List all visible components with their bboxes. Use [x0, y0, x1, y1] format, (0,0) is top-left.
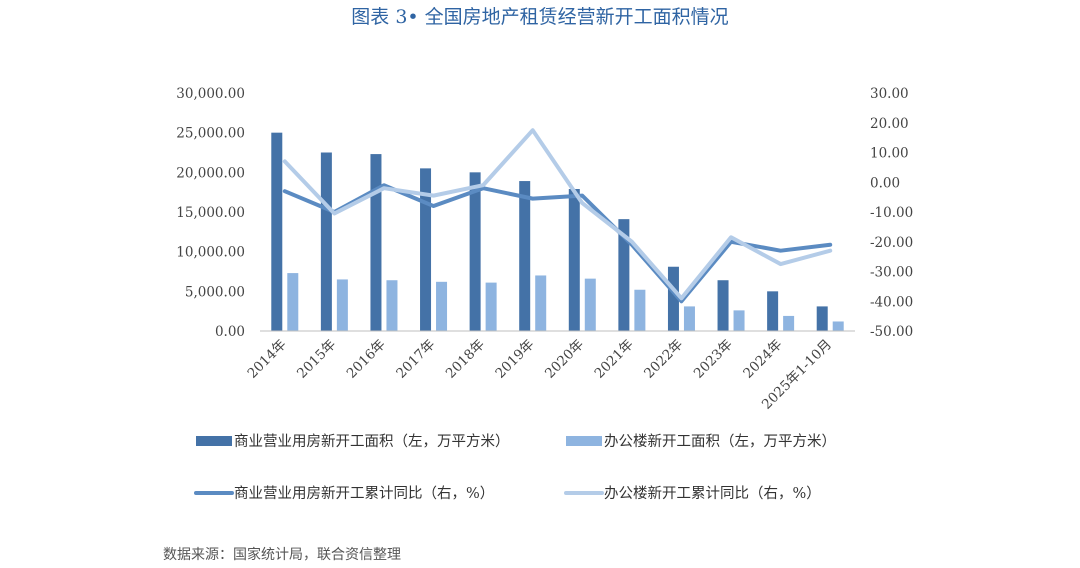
left-tick-label: 5,000.00	[185, 284, 245, 300]
legend-swatch	[566, 436, 602, 446]
bar-office-0	[287, 273, 299, 331]
bar-commercial-11	[816, 306, 828, 331]
left-tick-label: 0.00	[215, 324, 245, 340]
x-tick-label: 2015年	[294, 337, 339, 382]
bar-commercial-0	[271, 132, 283, 331]
x-tick-label: 2020年	[542, 337, 587, 382]
bar-commercial-3	[420, 168, 432, 331]
legend-label: 商业营业用房新开工累计同比（右，%）	[234, 485, 494, 502]
bar-commercial-10	[767, 291, 779, 331]
bar-commercial-7	[618, 219, 630, 331]
left-tick-label: 20,000.00	[176, 165, 245, 181]
bar-commercial-1	[320, 152, 332, 331]
bar-commercial-4	[469, 172, 481, 331]
left-tick-label: 30,000.00	[176, 86, 245, 102]
right-tick-label: 20.00	[870, 116, 909, 132]
legend-label: 商业营业用房新开工面积（左，万平方米）	[234, 433, 510, 450]
source-note: 数据来源：国家统计局，联合资信整理	[163, 547, 401, 563]
right-tick-label: -40.00	[870, 294, 913, 310]
legend: 商业营业用房新开工面积（左，万平方米） 办公楼新开工面积（左，万平方米） 商业营业用…	[194, 433, 836, 502]
right-tick-label: 30.00	[870, 86, 909, 102]
x-axis: 2014年 2015年 2016年 2017年 2018年 2019年 2020年 2021年…	[244, 337, 835, 413]
line-office-yoy	[282, 128, 833, 301]
right-axis: -50.00 -40.00 -30.00 -20.00 -10.00 0.00 10.00 2…	[870, 86, 913, 340]
bar-commercial-2	[370, 154, 382, 331]
right-tick-label: -50.00	[870, 324, 913, 340]
x-tick-label: 2023年	[691, 337, 736, 382]
x-tick-label: 2016年	[344, 337, 389, 382]
bar-office-4	[485, 282, 497, 331]
x-tick-label: 2024年	[740, 337, 785, 382]
right-tick-label: -20.00	[870, 235, 913, 251]
chart-title: 图表 3• 全国房地产租赁经营新开工面积情况	[351, 6, 729, 28]
bar-office-5	[535, 275, 547, 331]
x-tick-label: 2014年	[244, 337, 289, 382]
x-tick-label: 2018年	[443, 337, 488, 382]
bar-office-6	[584, 278, 596, 331]
left-tick-label: 25,000.00	[176, 126, 245, 142]
bar-commercial-9	[717, 280, 729, 331]
left-axis: 0.00 5,000.00 10,000.00 15,000.00 20,000.00 2…	[176, 86, 245, 340]
right-tick-label: -10.00	[870, 205, 913, 221]
legend-label: 办公楼新开工累计同比（右，%）	[604, 485, 821, 502]
bar-office-3	[436, 281, 448, 331]
right-tick-label: -30.00	[870, 265, 913, 281]
x-tick-label: 2017年	[393, 337, 438, 382]
x-tick-label: 2019年	[492, 337, 537, 382]
bar-office-2	[386, 280, 398, 331]
bar-office-1	[336, 279, 348, 331]
legend-label: 办公楼新开工面积（左，万平方米）	[604, 433, 836, 450]
bar-office-9	[733, 310, 745, 331]
left-tick-label: 10,000.00	[176, 245, 245, 261]
lines-layer	[282, 128, 833, 304]
bar-office-7	[634, 289, 646, 331]
bar-commercial-5	[519, 181, 531, 331]
left-tick-label: 15,000.00	[176, 205, 245, 221]
bars-layer	[271, 132, 844, 331]
bar-office-8	[683, 306, 695, 331]
bar-office-10	[783, 315, 795, 331]
right-tick-label: 0.00	[870, 175, 900, 191]
right-tick-label: 10.00	[870, 146, 909, 162]
x-tick-label: 2021年	[592, 337, 637, 382]
bar-commercial-6	[568, 188, 580, 331]
x-tick-label: 2022年	[641, 337, 686, 382]
legend-swatch	[196, 436, 232, 446]
bar-commercial-8	[667, 266, 679, 331]
line-commercial-yoy	[282, 183, 833, 304]
bar-office-11	[832, 321, 844, 331]
